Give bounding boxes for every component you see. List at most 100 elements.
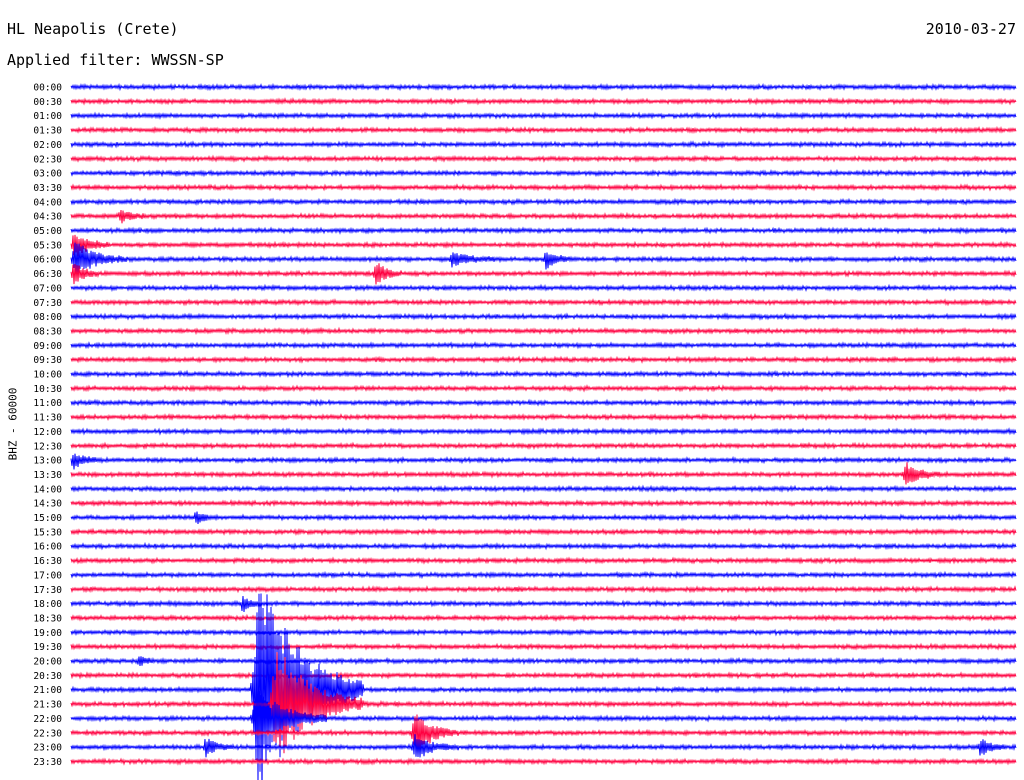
row-time-label: 07:30 [33,298,62,309]
seismic-trace [70,226,1017,235]
seismic-trace [70,541,1017,551]
row-time-label: 17:30 [33,585,62,596]
seismic-trace [70,197,1017,206]
seismic-trace [70,511,1017,524]
row-time-label: 23:00 [33,743,62,754]
row-time-label: 11:30 [33,413,62,424]
row-time-label: 05:30 [33,240,62,251]
seismic-trace [70,125,1017,135]
seismic-trace [70,714,1017,754]
seismic-trace [70,757,1017,766]
seismic-trace [70,97,1017,106]
row-time-label: 06:00 [33,255,62,266]
seismic-trace [70,263,1017,285]
row-time-label: 09:00 [33,341,62,352]
row-time-label: 10:00 [33,370,62,381]
seismic-trace [70,369,1017,379]
seismic-trace [70,242,1017,275]
seismic-trace [70,210,1017,224]
row-time-label: 05:00 [33,226,62,237]
row-time-label: 19:00 [33,628,62,639]
row-time-label: 16:00 [33,542,62,553]
row-time-label: 02:30 [33,154,62,165]
row-time-label: 19:30 [33,642,62,653]
row-time-label: 08:00 [33,312,62,323]
row-time-label: 11:00 [33,398,62,409]
seismic-trace [70,671,1017,680]
row-time-label: 02:00 [33,140,62,151]
row-time-label: 18:00 [33,599,62,610]
row-time-label: 01:00 [33,111,62,122]
row-time-label: 13:30 [33,470,62,481]
row-time-label: 12:00 [33,427,62,438]
seismic-trace [70,570,1017,580]
seismic-trace [70,168,1017,178]
seismic-trace [70,183,1017,192]
row-time-label: 12:30 [33,441,62,452]
seismic-trace [70,613,1017,623]
row-time-label: 16:30 [33,556,62,567]
seismic-trace [70,628,1017,637]
row-time-label: 08:30 [33,326,62,337]
seismic-trace [70,427,1017,436]
row-time-label: 20:00 [33,657,62,668]
seismic-trace [70,441,1017,450]
row-time-label: 15:30 [33,527,62,538]
row-time-label: 14:30 [33,499,62,510]
seismic-trace [70,384,1017,393]
row-time-label: 21:00 [33,685,62,696]
row-time-label: 06:30 [33,269,62,280]
seismic-trace [70,498,1017,508]
seismic-trace [70,595,1017,613]
row-time-label: 22:00 [33,714,62,725]
seismic-trace [70,585,1017,594]
seismic-trace [70,556,1017,565]
seismic-trace [70,652,1017,754]
seismic-trace [70,484,1017,494]
seismic-trace [70,312,1017,321]
record-date: 2010-03-27 [925,20,1016,38]
station-title: HL Neapolis (Crete) [7,20,179,38]
seismic-trace [70,283,1017,293]
seismic-trace [70,734,1017,758]
row-time-label: 09:30 [33,355,62,366]
row-time-label: 04:00 [33,197,62,208]
row-time-label: 15:00 [33,513,62,524]
seismic-trace [70,642,1017,651]
filter-label: Applied filter: WWSSN-SP [7,51,224,69]
seismic-trace [70,326,1017,336]
row-time-label: 01:30 [33,126,62,137]
seismic-trace [70,154,1017,163]
seismic-trace [70,398,1017,407]
row-time-label: 14:00 [33,484,62,495]
seismic-trace [70,527,1017,537]
seismic-trace [70,412,1017,422]
seismic-trace [70,593,1017,780]
seismic-trace [70,341,1017,350]
row-time-label: 22:30 [33,728,62,739]
seismic-trace [70,453,1017,470]
row-time-label: 18:30 [33,613,62,624]
row-time-label: 10:30 [33,384,62,395]
row-time-label: 21:30 [33,700,62,711]
seismic-trace [70,355,1017,364]
row-time-label: 13:00 [33,456,62,467]
row-time-label: 07:00 [33,283,62,294]
seismic-trace [70,462,1017,485]
seismic-trace [70,690,1017,745]
row-time-label: 23:30 [33,757,62,768]
seismic-trace [70,298,1017,307]
row-time-label: 17:00 [33,570,62,581]
row-time-label: 04:30 [33,212,62,223]
row-time-label: 03:30 [33,183,62,194]
seismic-trace [70,82,1017,92]
seismic-trace [70,140,1017,149]
seismic-trace [70,656,1017,666]
seismic-trace [70,234,1017,257]
row-time-label: 03:00 [33,169,62,180]
row-time-label: 00:30 [33,97,62,108]
row-time-label: 00:00 [33,83,62,94]
seismic-trace [70,111,1017,120]
row-time-label: 20:30 [33,671,62,682]
